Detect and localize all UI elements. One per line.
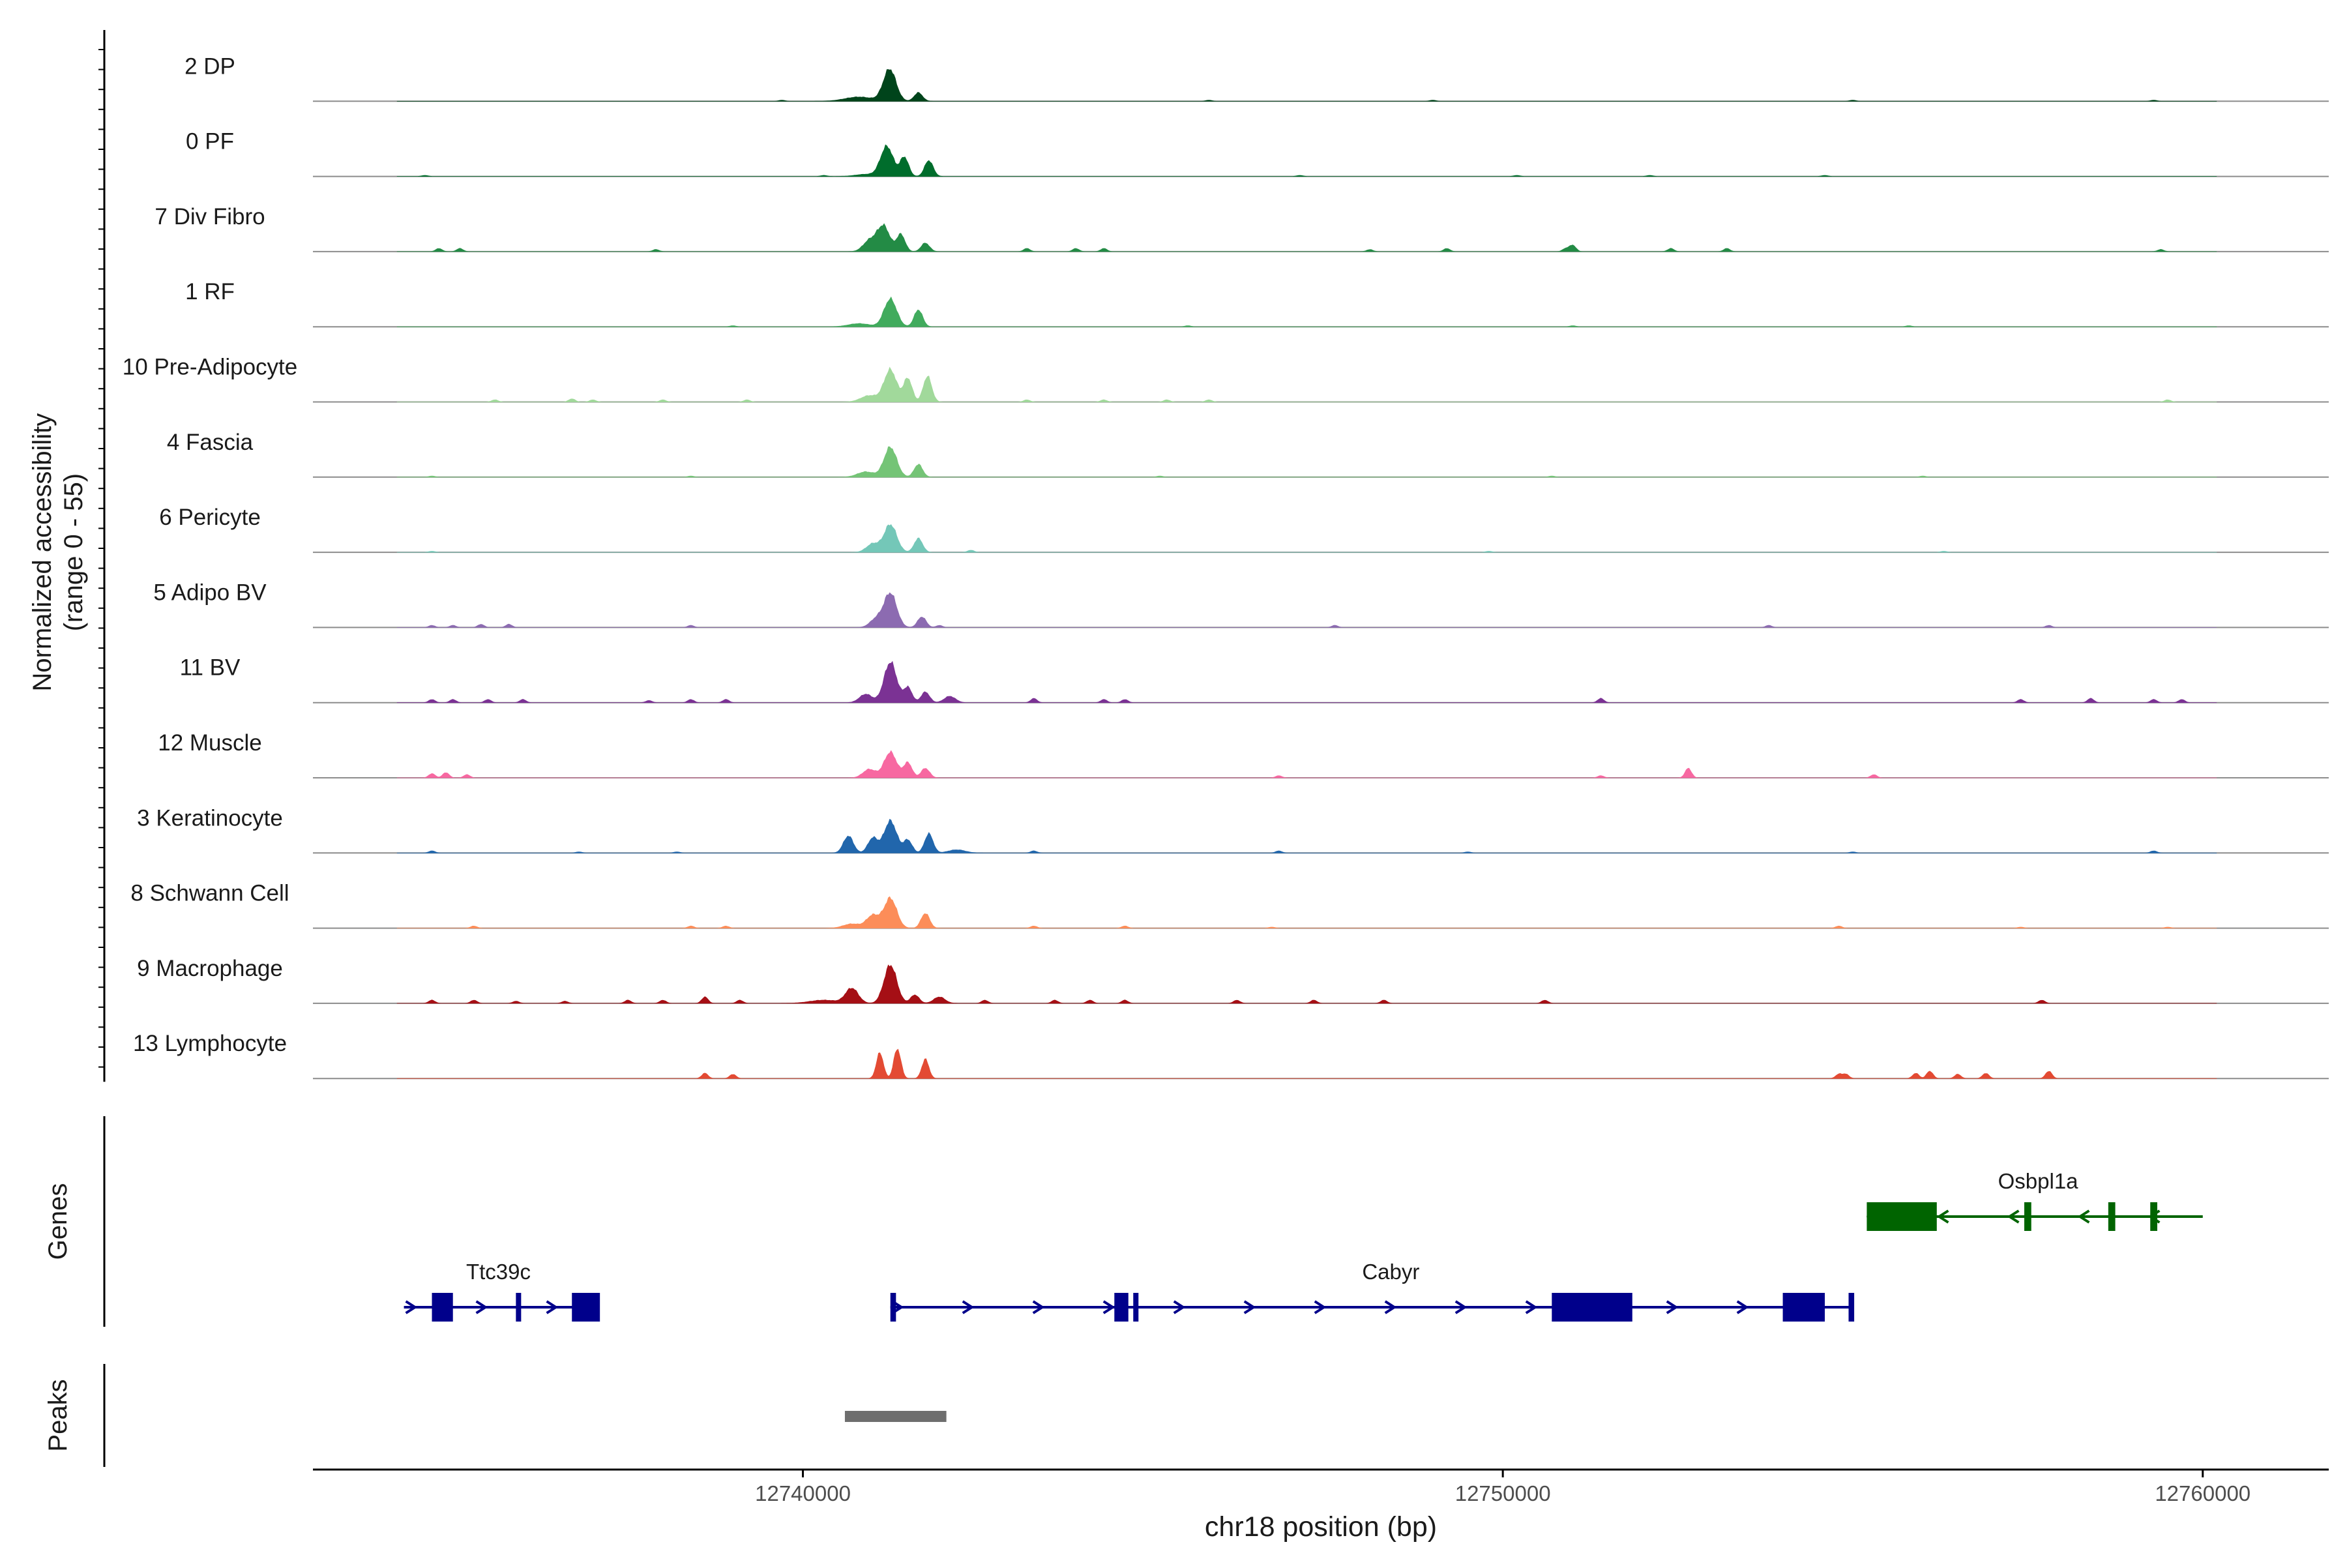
exon	[2024, 1202, 2031, 1231]
track-label: 4 Fascia	[167, 430, 254, 455]
genes-track-label: Genes	[44, 1183, 72, 1260]
x-tick-label: 12750000	[1455, 1481, 1551, 1505]
track-0-pf: 0 PF	[186, 129, 2329, 177]
strand-chevron	[1243, 1300, 1256, 1314]
strand-chevron	[962, 1300, 975, 1314]
track-8-schwann-cell: 8 Schwann Cell	[130, 881, 2329, 929]
exon	[2108, 1202, 2116, 1231]
strand-chevron	[405, 1300, 418, 1314]
strand-chevron	[2007, 1209, 2020, 1224]
gene-name-label: Cabyr	[1362, 1260, 1419, 1284]
track-coverage-area	[396, 1048, 2217, 1079]
y-axis-label-line2: (range 0 - 55)	[59, 473, 88, 631]
exon	[432, 1293, 453, 1322]
track-label: 9 Macrophage	[137, 956, 283, 981]
track-label: 5 Adipo BV	[153, 580, 267, 605]
track-label: 12 Muscle	[158, 730, 262, 756]
strand-chevron	[1525, 1300, 1538, 1314]
strand-chevron	[546, 1300, 559, 1314]
strand-chevron	[1384, 1300, 1397, 1314]
exon	[1867, 1202, 1937, 1231]
track-coverage-area	[396, 660, 2217, 703]
gene-osbpl1a: Osbpl1a	[1866, 1169, 2203, 1231]
track-coverage-area	[396, 69, 2217, 102]
track-4-fascia: 4 Fascia	[167, 430, 2329, 478]
track-label: 6 Pericyte	[159, 505, 261, 530]
track-label: 13 Lymphocyte	[133, 1031, 287, 1056]
strand-chevron	[2077, 1209, 2090, 1224]
x-tick-label: 12740000	[755, 1481, 851, 1505]
strand-chevron	[1102, 1300, 1115, 1314]
track-7-div-fibro: 7 Div Fibro	[155, 204, 2329, 252]
gene-cabyr: Cabyr	[890, 1260, 1855, 1322]
exon	[1782, 1293, 1825, 1322]
strand-chevron	[475, 1300, 488, 1314]
track-coverage-area	[396, 524, 2217, 553]
strand-chevron	[1736, 1300, 1749, 1314]
track-coverage-area	[396, 592, 2217, 628]
track-2-dp: 2 DP	[185, 53, 2329, 102]
y-axis-label-line1: Normalized accessibility	[28, 413, 57, 692]
track-label: 8 Schwann Cell	[130, 881, 289, 906]
track-coverage-area	[396, 366, 2217, 402]
track-3-keratinocyte: 3 Keratinocyte	[137, 805, 2329, 854]
peak-region	[844, 1411, 947, 1422]
strand-chevron	[1032, 1300, 1045, 1314]
strand-chevron	[1936, 1209, 1949, 1224]
y-axis-label: Normalized accessibility (range 0 - 55)	[28, 413, 88, 692]
track-label: 0 PF	[186, 129, 234, 155]
track-1-rf: 1 RF	[185, 279, 2329, 328]
strand-chevron	[1173, 1300, 1186, 1314]
track-coverage-area	[396, 296, 2217, 327]
exon	[2150, 1202, 2157, 1231]
exon	[1848, 1293, 1855, 1322]
exon	[516, 1293, 522, 1322]
track-coverage-area	[396, 750, 2217, 778]
exon	[1114, 1293, 1129, 1322]
track-label: 2 DP	[185, 53, 235, 79]
track-coverage-area	[396, 144, 2217, 177]
gene-ttc39c: Ttc39c	[404, 1260, 600, 1322]
exon	[1133, 1293, 1139, 1322]
track-coverage-area	[396, 446, 2217, 478]
strand-chevron	[1454, 1300, 1468, 1314]
exon	[1552, 1293, 1632, 1322]
track-coverage-area	[396, 964, 2217, 1004]
track-6-pericyte: 6 Pericyte	[159, 505, 2329, 554]
track-coverage-area	[396, 896, 2217, 928]
track-label: 11 BV	[180, 655, 241, 681]
track-label: 10 Pre-Adipocyte	[123, 355, 297, 380]
track-11-bv: 11 BV	[180, 655, 2329, 703]
x-tick-label: 12760000	[2155, 1481, 2251, 1505]
peaks-track-label: Peaks	[44, 1379, 72, 1451]
track-5-adipo-bv: 5 Adipo BV	[153, 580, 2329, 629]
gene-name-label: Ttc39c	[466, 1260, 531, 1284]
track-9-macrophage: 9 Macrophage	[137, 956, 2329, 1004]
strand-chevron	[1666, 1300, 1679, 1314]
exon	[890, 1293, 896, 1322]
strand-chevron	[1314, 1300, 1327, 1314]
exon	[572, 1293, 600, 1322]
track-12-muscle: 12 Muscle	[158, 730, 2329, 778]
track-10-pre-adipocyte: 10 Pre-Adipocyte	[123, 355, 2329, 403]
track-coverage-area	[396, 223, 2217, 252]
track-13-lymphocyte: 13 Lymphocyte	[133, 1031, 2329, 1080]
x-axis-label: chr18 position (bp)	[1205, 1511, 1437, 1543]
track-label: 1 RF	[185, 279, 235, 304]
track-coverage-area	[396, 818, 2217, 853]
track-label: 3 Keratinocyte	[137, 805, 283, 831]
track-label: 7 Div Fibro	[155, 204, 265, 229]
gene-name-label: Osbpl1a	[1998, 1169, 2079, 1193]
